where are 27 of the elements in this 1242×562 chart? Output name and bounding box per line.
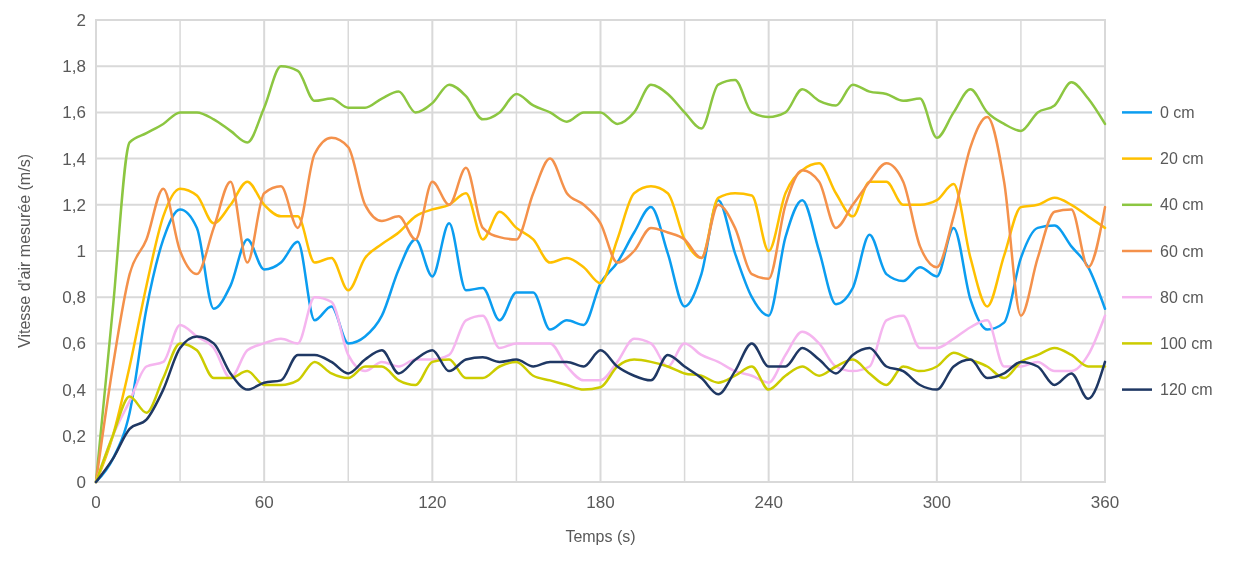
y-tick-label: 2: [76, 10, 86, 30]
x-tick-label: 0: [91, 493, 101, 512]
x-tick-label: 360: [1090, 493, 1120, 512]
y-tick-label: 0,4: [62, 380, 86, 400]
x-tick-label: 180: [586, 493, 615, 512]
y-tick-label: 1: [76, 241, 86, 261]
y-tick-label: 1,6: [62, 103, 86, 123]
y-tick-label: 0: [76, 472, 86, 492]
legend-label: 100 cm: [1160, 335, 1213, 352]
x-tick-label: 120: [418, 493, 447, 512]
y-tick-label: 1,4: [62, 149, 86, 169]
x-tick-label: 60: [254, 493, 274, 512]
legend-label: 80 cm: [1160, 288, 1204, 306]
legend-label: 0 cm: [1160, 104, 1195, 121]
legend-label: 20 cm: [1160, 150, 1204, 168]
y-tick-label: 1,8: [62, 57, 86, 77]
legend-label: 60 cm: [1160, 242, 1204, 260]
legend-label: 120 cm: [1160, 381, 1213, 399]
y-tick-label: 0,2: [62, 426, 86, 446]
x-axis-title: Temps (s): [565, 528, 636, 545]
y-tick-label: 0,6: [62, 334, 86, 354]
y-axis-title: Vitesse d'air mesurée (m/s): [16, 154, 33, 348]
y-tick-label: 1,2: [62, 195, 86, 215]
legend-label: 40 cm: [1160, 196, 1204, 214]
y-tick-label: 0,8: [62, 288, 86, 308]
x-tick-label: 300: [922, 493, 952, 512]
x-tick-label: 240: [754, 493, 783, 512]
